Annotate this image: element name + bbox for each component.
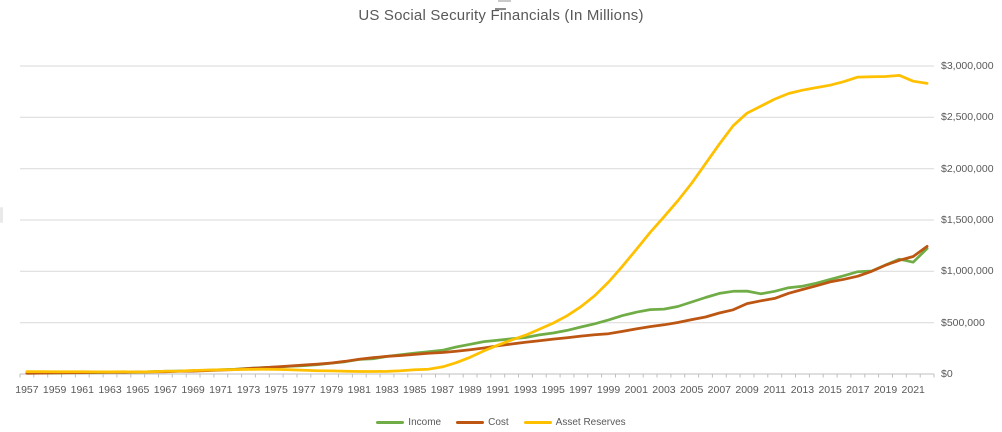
x-axis-label: 2019 — [873, 384, 898, 396]
x-axis-label: 2007 — [707, 384, 732, 396]
y-axis-label: $1,500,000 — [941, 214, 994, 226]
x-axis-label: 2015 — [818, 384, 842, 396]
y-axis-label: $500,000 — [941, 316, 985, 329]
x-axis-label: 1975 — [264, 384, 288, 396]
cropped-ui-artifact — [498, 0, 511, 2]
x-axis-label: 2009 — [735, 384, 759, 396]
cropped-ui-artifact — [495, 8, 506, 10]
legend-item-asset-reserves: Asset Reserves — [523, 416, 626, 428]
legend-swatch — [456, 420, 485, 424]
legend-swatch — [523, 420, 552, 424]
x-axis-label: 1973 — [236, 384, 261, 396]
x-axis-label: 2005 — [679, 384, 704, 396]
x-axis-label: 1971 — [209, 384, 233, 396]
cropped-ui-artifact — [0, 207, 3, 223]
x-axis-label: 2003 — [652, 384, 676, 396]
y-axis-label: $2,000,000 — [941, 162, 994, 175]
x-axis-label: 2011 — [763, 384, 787, 396]
x-axis-label: 2017 — [846, 384, 870, 396]
series-line-asset-reserves — [25, 74, 929, 374]
x-axis-label: 1985 — [402, 384, 427, 396]
legend-swatch — [376, 420, 405, 424]
x-axis-label: 1967 — [153, 384, 178, 396]
x-axis-label: 1989 — [458, 384, 482, 396]
legend-label: Income — [408, 416, 442, 428]
x-axis-label: 1963 — [98, 384, 122, 396]
x-axis-label: 1991 — [486, 384, 510, 396]
legend: Income Cost Asset Reserves — [0, 414, 1002, 430]
x-axis-label: 1959 — [42, 384, 67, 396]
x-axis-label: 1957 — [15, 384, 39, 396]
legend-item-income: Income — [376, 417, 441, 428]
x-axis-label: 1997 — [569, 384, 593, 396]
y-axis-label: $2,500,000 — [941, 111, 994, 124]
x-axis-label: 1987 — [430, 384, 455, 396]
x-axis-label: 1977 — [292, 384, 316, 396]
x-axis-label: 2021 — [901, 384, 925, 396]
x-axis-label: 1969 — [181, 384, 205, 396]
x-axis-label: 1999 — [596, 384, 621, 396]
y-axis-label: $0 — [941, 368, 953, 380]
x-axis-label: 2013 — [790, 384, 815, 396]
x-axis-label: 1981 — [347, 384, 371, 396]
x-axis-label: 1983 — [375, 384, 399, 396]
x-axis-label: 2001 — [624, 384, 648, 396]
legend-label: Asset Reserves — [555, 416, 626, 428]
legend-item-cost: Cost — [456, 417, 509, 428]
x-axis-label: 1979 — [319, 384, 344, 396]
x-axis-label: 1993 — [513, 384, 538, 396]
x-axis-label: 1965 — [126, 384, 150, 396]
chart-title: US Social Security Financials (In Millio… — [358, 7, 644, 24]
legend-label: Cost — [488, 416, 509, 428]
y-axis-label: $3,000,000 — [941, 60, 994, 72]
x-axis-label: 1961 — [70, 384, 94, 396]
x-axis-label: 1995 — [541, 384, 565, 396]
y-axis-label: $1,000,000 — [941, 265, 994, 278]
